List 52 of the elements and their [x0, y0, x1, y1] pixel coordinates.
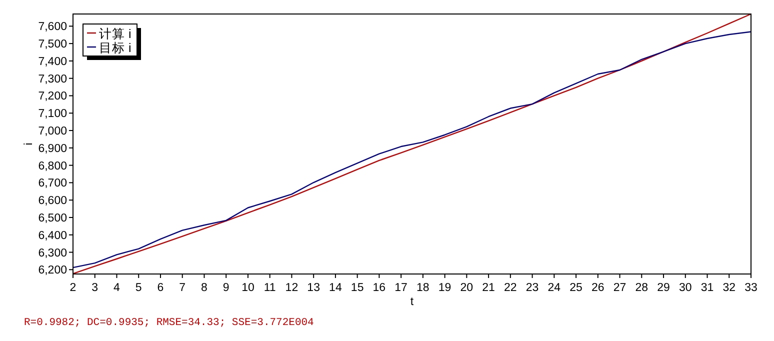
y-tick-label: 7,400 [38, 56, 67, 68]
x-tick-label: 29 [657, 282, 670, 294]
y-tick-label: 6,900 [38, 142, 67, 155]
x-tick-label: 24 [548, 282, 562, 294]
y-tick-label: 7,500 [38, 38, 67, 51]
x-tick-label: 7 [179, 282, 186, 294]
y-tick-label: 6,600 [38, 195, 67, 208]
x-tick-label: 4 [114, 282, 121, 294]
x-tick-label: 20 [460, 282, 474, 294]
x-tick-label: 18 [416, 282, 430, 294]
x-tick-label: 6 [157, 282, 164, 294]
y-tick-label: 6,400 [38, 230, 67, 242]
x-tick-label: 27 [613, 282, 626, 294]
y-tick-label: 6,700 [38, 178, 67, 190]
x-tick-label: 11 [264, 282, 276, 294]
x-tick-label: 31 [700, 282, 714, 294]
x-tick-label: 12 [285, 282, 298, 294]
x-tick-label: 23 [526, 282, 539, 294]
x-tick-label: 25 [570, 282, 582, 294]
y-tick-label: 7,100 [38, 108, 67, 120]
x-tick-label: 9 [222, 282, 230, 294]
x-tick-label: 13 [307, 282, 320, 294]
x-tick-label: 26 [592, 282, 604, 294]
text: R=0.9982; DC=0.9935; RMSE=34.33; SSE=3.772E004 [24, 317, 314, 329]
x-tick-label: 32 [722, 282, 736, 294]
x-axis-title: t [410, 296, 414, 308]
y-tick-label: 6,500 [38, 212, 67, 224]
y-tick-label: 6,200 [38, 264, 67, 277]
y-tick-label: 7,200 [38, 90, 67, 103]
y-axis-title: i [23, 142, 35, 146]
x-tick-label: 2 [70, 282, 76, 294]
x-tick-label: 3 [92, 282, 98, 294]
x-tick-label: 10 [242, 282, 254, 294]
x-tick-label: 30 [678, 282, 692, 294]
y-tick-label: 7,000 [38, 126, 67, 138]
x-tick-label: 19 [438, 282, 452, 294]
legend-label: 计算 i [99, 27, 132, 41]
x-tick-label: 17 [394, 282, 408, 294]
y-tick-label: 7,600 [38, 21, 67, 34]
x-tick-label: 28 [635, 282, 648, 294]
x-tick-label: 22 [504, 282, 517, 294]
x-tick-label: 33 [744, 282, 758, 294]
x-tick-label: 8 [201, 282, 208, 294]
y-tick-label: 7,300 [38, 73, 67, 86]
x-tick-label: 5 [135, 282, 142, 294]
x-tick-label: 16 [372, 282, 386, 294]
y-tick-label: 6,800 [38, 160, 67, 172]
y-tick-label: 6,300 [38, 247, 67, 260]
x-tick-label: 15 [350, 282, 364, 294]
x-tick-label: 14 [329, 282, 342, 294]
legend-label: 目标 i [99, 41, 132, 55]
x-tick-label: 21 [482, 282, 495, 294]
